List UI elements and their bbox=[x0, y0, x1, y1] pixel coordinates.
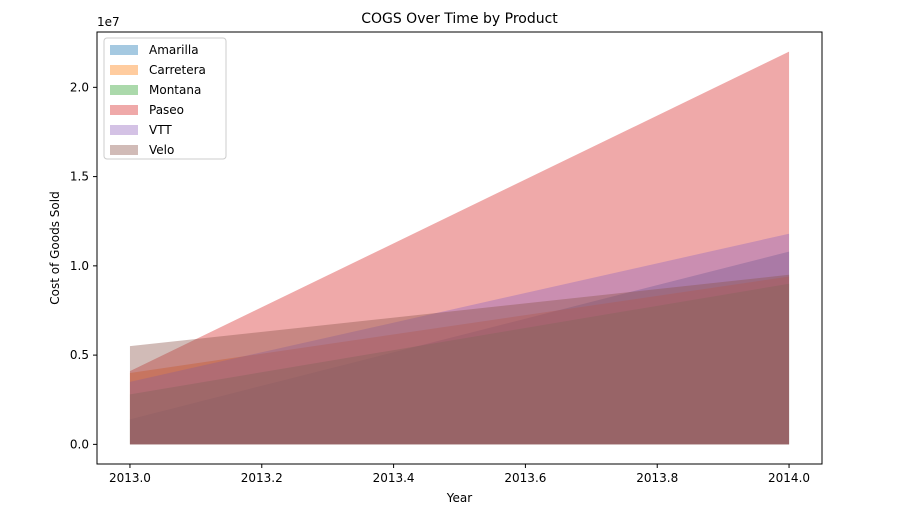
y-tick-label: 1.0 bbox=[70, 259, 89, 273]
legend-label-vtt: VTT bbox=[149, 123, 172, 137]
x-tick-label: 2013.6 bbox=[504, 471, 546, 485]
area-carretera bbox=[129, 276, 790, 445]
y-axis-ticks: 0.0 0.5 1.0 1.5 2.0 bbox=[70, 80, 97, 451]
y-tick-label: 0.5 bbox=[70, 348, 89, 362]
legend-label-amarilla: Amarilla bbox=[149, 43, 199, 57]
legend-swatch-vtt bbox=[110, 125, 138, 135]
x-tick-label: 2013.2 bbox=[241, 471, 283, 485]
legend: Amarilla Carretera Montana Paseo VTT Velo bbox=[103, 37, 227, 160]
area-vtt bbox=[129, 233, 790, 445]
legend-label-paseo: Paseo bbox=[149, 103, 184, 117]
y-tick-label: 0.0 bbox=[70, 437, 89, 451]
area-velo bbox=[129, 274, 790, 445]
y-tick-label: 1.5 bbox=[70, 170, 89, 184]
x-tick-label: 2013.8 bbox=[636, 471, 678, 485]
legend-box bbox=[103, 37, 227, 160]
chart-title: COGS Over Time by Product bbox=[361, 11, 558, 27]
y-axis-label: Cost of Goods Sold bbox=[48, 191, 62, 304]
legend-label-montana: Montana bbox=[149, 83, 201, 97]
legend-swatch-paseo bbox=[110, 105, 138, 115]
x-axis-label: Year bbox=[446, 491, 472, 505]
x-tick-label: 2014.0 bbox=[768, 471, 810, 485]
y-tick-label: 2.0 bbox=[70, 80, 89, 94]
legend-swatch-carretera bbox=[110, 65, 138, 75]
area-montana bbox=[129, 283, 790, 445]
x-tick-label: 2013.0 bbox=[109, 471, 151, 485]
axes-frame bbox=[96, 31, 823, 465]
area-paseo bbox=[129, 51, 790, 445]
legend-label-carretera: Carretera bbox=[149, 63, 206, 77]
legend-swatch-montana bbox=[110, 85, 138, 95]
area-series-group bbox=[129, 51, 790, 445]
legend-swatch-velo bbox=[110, 145, 138, 155]
y-axis-offset-label: 1e7 bbox=[97, 15, 120, 29]
x-axis-ticks: 2013.0 2013.2 2013.4 2013.6 2013.8 2014.0 bbox=[109, 464, 810, 485]
x-tick-label: 2013.4 bbox=[373, 471, 415, 485]
legend-swatch-amarilla bbox=[110, 45, 138, 55]
area-amarilla bbox=[129, 251, 790, 445]
legend-label-velo: Velo bbox=[149, 143, 174, 157]
